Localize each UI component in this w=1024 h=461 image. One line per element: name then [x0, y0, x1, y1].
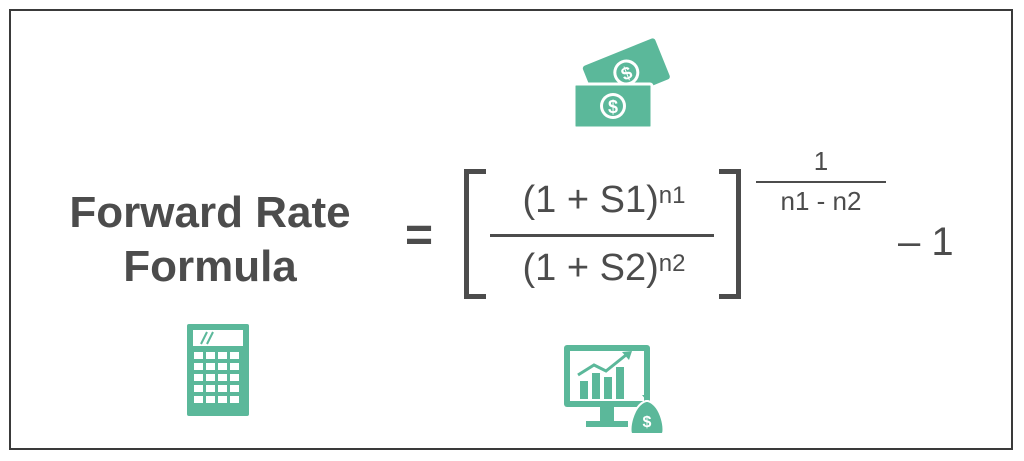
numerator-base: (1 + S1)	[522, 179, 659, 221]
outer-exponent-numerator: 1	[813, 146, 829, 176]
left-bracket	[464, 169, 486, 299]
fraction-denominator: (1 + S2)n2	[490, 246, 718, 290]
title-line-1: Forward Rate	[69, 188, 351, 237]
denominator-base: (1 + S2)	[522, 247, 659, 289]
formula-title: Forward Rate Formula	[20, 186, 400, 294]
formula-tail: – 1	[898, 220, 954, 264]
fraction-numerator: (1 + S1)n1	[490, 178, 718, 222]
outer-exponent-bar	[756, 181, 886, 183]
equals-sign: =	[405, 209, 434, 262]
money-bills-icon: $ $	[572, 38, 670, 130]
numerator-exponent: n1	[658, 182, 686, 209]
outer-exponent-denominator: n1 - n2	[780, 186, 862, 216]
calculator-icon	[187, 324, 249, 416]
fraction-bar	[490, 234, 714, 237]
monitor-chart-money-bag-icon: $	[564, 345, 665, 435]
svg-text:$: $	[608, 97, 618, 117]
svg-text:$: $	[643, 414, 652, 431]
denominator-exponent: n2	[658, 250, 686, 277]
right-bracket	[719, 169, 741, 299]
title-line-2: Formula	[123, 242, 297, 291]
image-frame	[9, 9, 1013, 450]
